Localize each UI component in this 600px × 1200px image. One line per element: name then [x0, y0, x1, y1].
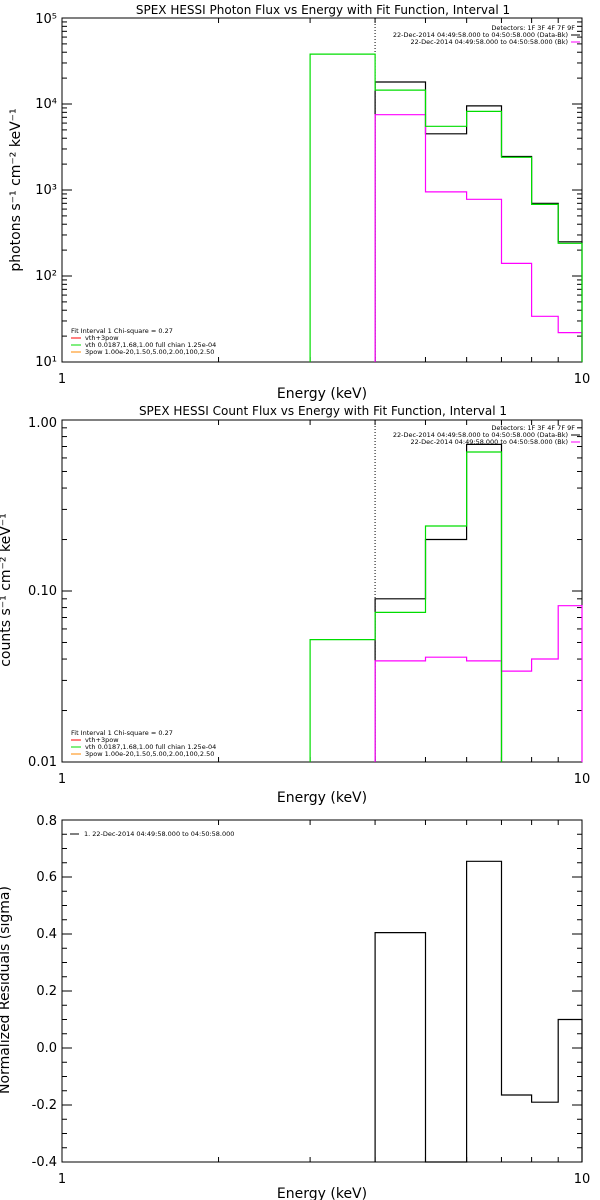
photon-y-tick-label-1e2: 10²: [35, 269, 57, 284]
count-y-tick-label-001: 0.01: [28, 755, 57, 770]
photon-legend-bottom-left: Fit Interval 1 Chi-square = 0.27 vth+3po…: [71, 327, 216, 356]
count-legend-bk: 22-Dec-2014 04:49:58.000 to 04:50:58.000…: [411, 438, 569, 446]
residuals-y-tick-label-m04: -0.4: [32, 1155, 57, 1170]
photon-legend-fit-interval: Fit Interval 1 Chi-square = 0.27: [71, 327, 173, 335]
residuals-y-tick-label-02: 0.2: [36, 984, 57, 999]
photon-chart-title: SPEX HESSI Photon Flux vs Energy with Fi…: [136, 3, 510, 17]
photon-legend-top-right: Detectors: 1F 3F 4F 7F 9F 22-Dec-2014 04…: [393, 24, 580, 46]
count-y-axis-label: counts s⁻¹ cm⁻² keV⁻¹: [0, 513, 14, 667]
photon-legend-3pow: 3pow 1.00e-20,1.50,5.00,2.00,100,2.50: [85, 348, 214, 356]
residuals-y-tick-label-08: 0.8: [36, 814, 57, 829]
residuals-legend-text: 1. 22-Dec-2014 04:49:58.000 to 04:50:58.…: [84, 830, 234, 838]
photon-flux-panel: SPEX HESSI Photon Flux vs Energy with Fi…: [8, 3, 590, 402]
photon-legend-vth3pow: vth+3pow: [85, 334, 119, 342]
count-x-tick-label-1: 1: [58, 772, 66, 787]
photon-y-tick-label-1e4: 10⁴: [35, 97, 57, 112]
residuals-y-tick-label-06: 0.6: [36, 870, 57, 885]
residuals-y-tick-label-00: 0.0: [36, 1041, 57, 1056]
photon-y-tick-label-1e1: 10¹: [35, 355, 57, 370]
photon-legend-vth: vth 0.0187,1.68,1.00 full chian 1.25e-04: [85, 341, 216, 349]
photon-series-bk: [374, 114, 583, 362]
count-legend-vth3pow: vth+3pow: [85, 736, 119, 744]
residuals-x-tick-label-1: 1: [58, 1172, 66, 1187]
count-y-tick-label-100: 1.00: [28, 416, 57, 431]
photon-legend-bk: 22-Dec-2014 04:49:58.000 to 04:50:58.000…: [411, 38, 569, 46]
photon-y-axis-label: photons s⁻¹ cm⁻² keV⁻¹: [8, 108, 24, 271]
count-legend-top-right: Detectors: 1F 3F 4F 7F 9F 22-Dec-2014 04…: [393, 424, 580, 446]
photon-legend-detectors: Detectors: 1F 3F 4F 7F 9F: [491, 24, 575, 32]
count-chart-title: SPEX HESSI Count Flux vs Energy with Fit…: [139, 404, 507, 418]
count-y-tick-label-010: 0.10: [28, 584, 57, 599]
count-series-data-minus-bk: [374, 443, 503, 762]
photon-series-fit-vth: [309, 53, 583, 362]
photon-x-tick-label-1: 1: [58, 372, 66, 387]
count-legend-vth: vth 0.0187,1.68,1.00 full chian 1.25e-04: [85, 743, 216, 751]
residuals-y-tick-label-m02: -0.2: [32, 1098, 57, 1113]
count-legend-data-minus-bk: 22-Dec-2014 04:49:58.000 to 04:50:58.000…: [393, 431, 568, 439]
count-legend-3pow: 3pow 1.00e-20,1.50,5.00,2.00,100,2.50: [85, 750, 214, 758]
count-series-fit-vth: [309, 451, 503, 762]
residuals-y-tick-label-04: 0.4: [36, 927, 57, 942]
photon-x-axis-label: Energy (keV): [277, 386, 367, 402]
count-legend-detectors: Detectors: 1F 3F 4F 7F 9F: [491, 424, 575, 432]
count-x-tick-label-10: 10: [574, 772, 591, 787]
count-legend-bottom-left: Fit Interval 1 Chi-square = 0.27 vth+3po…: [71, 729, 216, 758]
residuals-series-residuals: [374, 860, 583, 1163]
photon-y-tick-label-1e5: 10⁵: [35, 12, 57, 27]
chart-marks: [62, 17, 583, 1163]
count-x-axis-label: Energy (keV): [277, 790, 367, 806]
residuals-x-tick-label-10: 10: [574, 1172, 591, 1187]
photon-legend-data-minus-bk: 22-Dec-2014 04:49:58.000 to 04:50:58.000…: [393, 31, 568, 39]
photon-x-tick-label-10: 10: [574, 372, 591, 387]
count-legend-fit-interval: Fit Interval 1 Chi-square = 0.27: [71, 729, 173, 737]
residuals-y-axis-label: Normalized Residuals (sigma): [0, 886, 13, 1094]
photon-y-tick-label-1e3: 10³: [35, 183, 57, 198]
residuals-x-axis-label: Energy (keV): [277, 1186, 367, 1200]
